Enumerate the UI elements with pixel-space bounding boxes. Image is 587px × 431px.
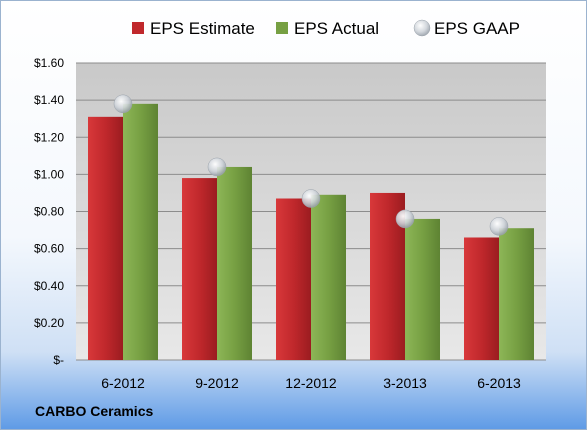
y-tick-label: $0.20 (34, 316, 64, 330)
eps-gaap-marker (113, 94, 133, 114)
eps-actual-bar (123, 103, 158, 361)
legend-label: EPS GAAP (434, 19, 520, 38)
x-category-label: 6-2013 (477, 375, 521, 391)
legend-label: EPS Estimate (150, 19, 255, 38)
eps-gaap-marker (301, 189, 321, 208)
eps-estimate-bar (182, 178, 217, 360)
y-tick-label: $- (53, 353, 64, 367)
y-axis: $- $0.20 $0.40 $0.60 $0.80 $1.00 $1.20 $1.40 $1.… (34, 56, 64, 367)
x-category-label: 9-2012 (195, 375, 239, 391)
eps-gaap-marker (395, 209, 415, 229)
eps-gaap-marker (207, 157, 227, 177)
y-tick-label: $1.00 (34, 167, 64, 181)
company-label: CARBO Ceramics (35, 403, 154, 419)
y-tick-label: $1.40 (34, 93, 64, 107)
legend-label: EPS Actual (294, 19, 379, 38)
legend-marker-eps-gaap (413, 19, 431, 37)
x-axis: 6-2012 9-2012 12-2012 3-2013 6-2013 (101, 375, 521, 391)
eps-estimate-bar (276, 198, 311, 360)
x-category-label: 6-2012 (101, 375, 145, 391)
eps-actual-bar (405, 218, 440, 360)
gaap-markers (113, 94, 509, 236)
eps-gaap-marker (489, 217, 509, 236)
y-tick-label: $1.60 (34, 56, 64, 70)
eps-actual-bar (217, 166, 252, 360)
legend-swatch-eps-actual (276, 22, 288, 34)
eps-estimate-bar (464, 237, 499, 360)
eps-actual-bar (499, 228, 534, 360)
y-tick-label: $0.80 (34, 205, 64, 219)
eps-actual-bar (311, 194, 346, 360)
y-tick-label: $0.40 (34, 279, 64, 293)
y-tick-label: $1.20 (34, 130, 64, 144)
eps-estimate-bar (88, 116, 123, 360)
x-category-label: 12-2012 (285, 375, 337, 391)
legend: EPS Estimate EPS Actual EPS GAAP (132, 19, 520, 38)
y-tick-label: $0.60 (34, 242, 64, 256)
bars (88, 103, 534, 361)
x-category-label: 3-2013 (383, 375, 427, 391)
legend-swatch-eps-estimate (132, 22, 144, 34)
